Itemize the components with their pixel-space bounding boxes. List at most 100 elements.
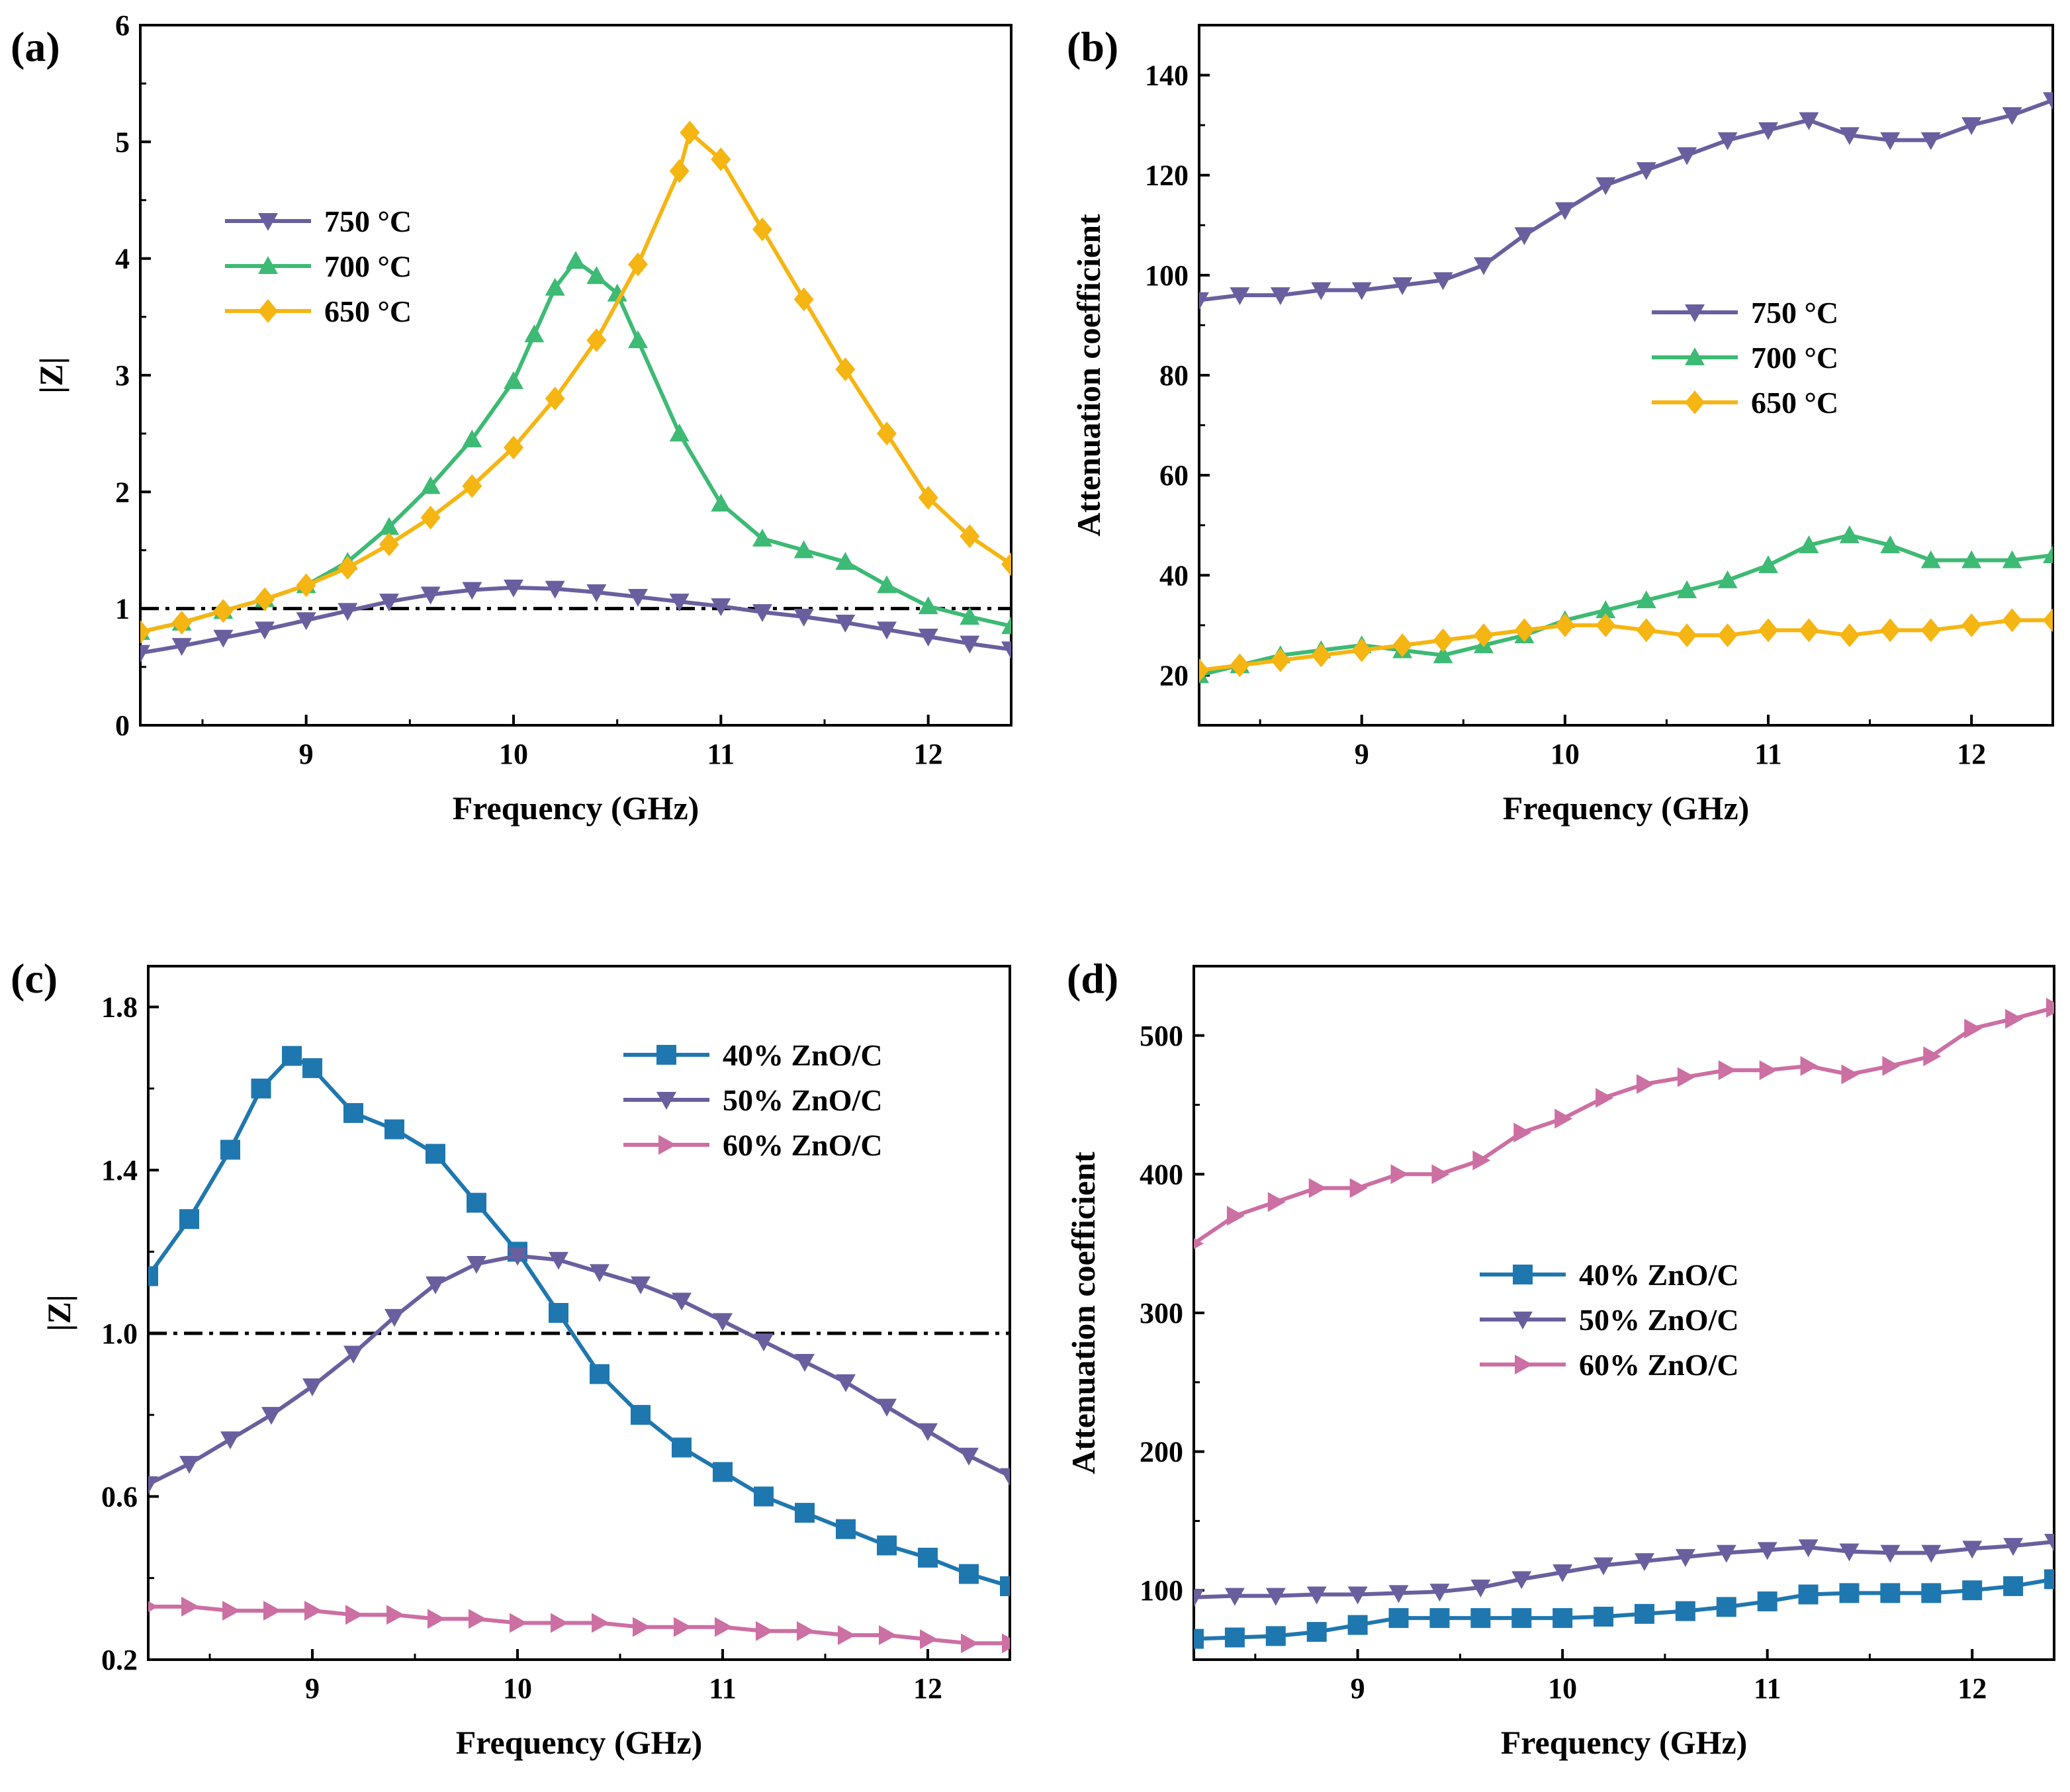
data-point — [1554, 1108, 1573, 1129]
data-point — [1636, 590, 1656, 609]
data-point — [1001, 616, 1011, 635]
data-point — [1964, 1018, 1983, 1039]
legend-marker — [1685, 304, 1705, 322]
legend-label: 50% ZnO/C — [723, 1083, 883, 1117]
data-point — [1758, 618, 1778, 643]
legend-label: 40% ZnO/C — [723, 1038, 883, 1072]
data-point — [1880, 618, 1901, 643]
data-point — [586, 266, 607, 285]
data-point — [462, 582, 482, 600]
data-point — [672, 1437, 692, 1458]
data-point — [1311, 282, 1331, 300]
data-point — [713, 1313, 733, 1331]
y-tick-label: 120 — [1145, 159, 1189, 192]
data-point — [345, 1605, 363, 1625]
data-point — [1839, 127, 1860, 146]
x-tick-label: 9 — [1355, 738, 1369, 770]
data-point — [140, 645, 150, 663]
data-point — [1880, 132, 1901, 150]
y-axis-title: Attenuation coefficient — [1070, 214, 1107, 537]
data-point — [1758, 122, 1778, 140]
x-tick-label: 9 — [299, 738, 314, 770]
data-point — [959, 1447, 979, 1466]
data-point — [1798, 1539, 1819, 1558]
data-point — [1511, 1571, 1532, 1590]
y-tick-label: 0 — [115, 709, 130, 742]
series-line — [148, 1253, 1010, 1486]
legend-marker — [1685, 347, 1705, 365]
y-tick-label: 6 — [115, 9, 130, 42]
x-tick-label: 10 — [1551, 738, 1580, 770]
data-point — [1001, 641, 1011, 660]
data-point — [1230, 287, 1250, 306]
data-point — [1311, 643, 1331, 668]
data-point — [1757, 1591, 1778, 1611]
data-point — [302, 1058, 322, 1079]
data-point — [1717, 623, 1738, 647]
data-point — [752, 528, 772, 547]
data-point — [551, 1613, 568, 1633]
data-point — [877, 575, 897, 594]
data-point — [1429, 1608, 1450, 1629]
data-point — [379, 594, 399, 612]
legend-marker — [1685, 390, 1705, 414]
x-tick-label: 12 — [1957, 738, 1986, 770]
y-tick-label: 5 — [115, 126, 130, 158]
legend-label: 700 °C — [324, 249, 412, 283]
x-tick-label: 10 — [1548, 1672, 1577, 1705]
x-tick-label: 9 — [1351, 1672, 1365, 1705]
y-tick-label: 40 — [1159, 559, 1189, 592]
data-point — [960, 524, 980, 549]
data-point — [171, 638, 192, 656]
data-point — [1677, 1067, 1695, 1087]
data-point — [795, 1503, 815, 1523]
data-point — [1552, 1608, 1573, 1629]
data-point — [1552, 1564, 1573, 1582]
data-point — [795, 1353, 815, 1372]
data-point — [1347, 1586, 1368, 1605]
y-tick-label: 1.4 — [101, 1154, 138, 1187]
data-point — [545, 277, 565, 296]
series-line — [140, 130, 1011, 634]
data-point — [467, 1256, 486, 1275]
data-point — [1799, 112, 1819, 130]
data-point — [179, 1209, 199, 1230]
data-point — [877, 422, 897, 446]
data-point — [2002, 608, 2022, 633]
data-point — [669, 594, 690, 612]
x-tick-label: 11 — [1754, 1672, 1781, 1705]
data-point — [296, 573, 316, 598]
data-point — [304, 1601, 322, 1621]
data-point — [586, 328, 607, 353]
data-point — [545, 580, 565, 599]
y-tick-label: 100 — [1140, 1574, 1183, 1607]
data-point — [1636, 618, 1656, 643]
data-point — [1596, 613, 1616, 637]
y-tick-label: 100 — [1145, 259, 1189, 292]
data-point — [631, 1405, 651, 1425]
y-tick-label: 1.8 — [101, 991, 138, 1024]
data-point — [148, 1601, 158, 1613]
series-0 — [148, 1046, 1010, 1597]
x-tick-label: 10 — [499, 738, 528, 770]
data-point — [1841, 1064, 1860, 1085]
y-tick-label: 80 — [1159, 359, 1189, 392]
y-tick-label: 2 — [115, 476, 130, 508]
data-point — [918, 596, 938, 615]
series-1 — [1194, 1533, 2054, 1607]
legend-label: 750 °C — [324, 204, 412, 238]
data-point — [1759, 1060, 1778, 1081]
data-point — [680, 120, 700, 145]
series-2 — [1194, 997, 2054, 1249]
data-point — [1554, 613, 1575, 637]
legend-label: 40% ZnO/C — [1579, 1258, 1739, 1292]
data-point — [1800, 1055, 1819, 1076]
data-point — [793, 540, 814, 559]
data-point — [1513, 1122, 1532, 1143]
data-point — [2005, 1008, 2024, 1029]
data-point — [1514, 227, 1535, 246]
data-point — [1265, 1626, 1286, 1646]
data-point — [1001, 552, 1011, 576]
data-point — [1716, 1545, 1736, 1563]
